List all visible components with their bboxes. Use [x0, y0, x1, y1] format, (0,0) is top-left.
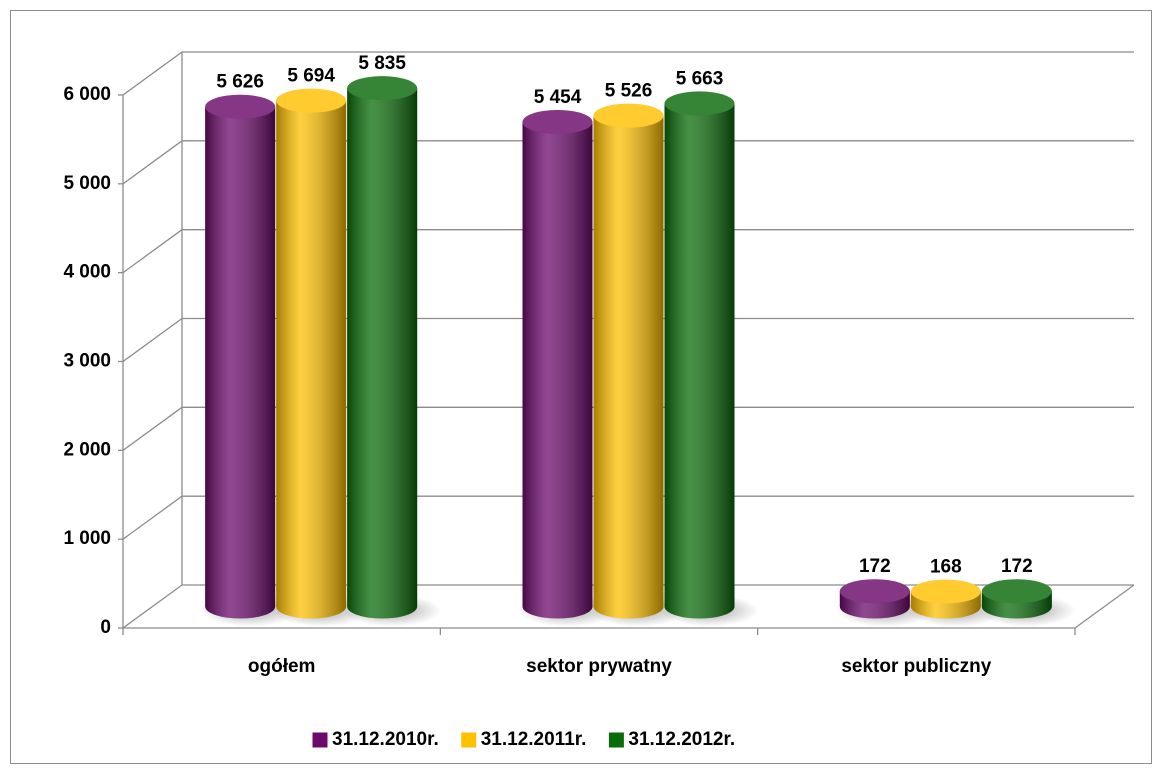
- y-tick-label: 0: [100, 617, 111, 638]
- grid-line: [122, 495, 1134, 540]
- legend-swatch: [460, 731, 478, 749]
- bar-top: [981, 579, 1052, 604]
- bar-top-shine: [839, 579, 910, 604]
- bar-shading: [347, 88, 418, 619]
- bar-top: [205, 94, 276, 119]
- bar-top: [276, 88, 347, 113]
- bar-shading: [205, 106, 276, 619]
- bar-top-shine: [205, 94, 276, 119]
- x-tick-label: sektor publiczny: [841, 656, 991, 677]
- bar-top: [593, 103, 664, 128]
- x-tick-label: ogółem: [248, 656, 316, 677]
- value-label: 5 454: [534, 87, 582, 108]
- grid-line: [122, 51, 1134, 96]
- value-label: 172: [859, 556, 891, 577]
- bar-shading: [522, 122, 593, 619]
- legend-label: 31.12.2010r.: [332, 729, 439, 750]
- bar-shading: [276, 100, 347, 619]
- value-label: 5 526: [605, 81, 653, 102]
- y-tick-label: 3 000: [63, 351, 111, 372]
- bar-top: [910, 579, 981, 604]
- bar-top-shine: [276, 88, 347, 113]
- y-tick-label: 6 000: [63, 84, 111, 105]
- bar-top: [347, 76, 418, 101]
- bar-shading: [593, 115, 664, 619]
- y-tick-label: 2 000: [63, 439, 111, 460]
- value-label: 5 663: [676, 68, 724, 89]
- grid-line: [122, 406, 1134, 451]
- grid-line: [122, 140, 1134, 185]
- bar-top-shine: [522, 110, 593, 135]
- bar-top-shine: [910, 579, 981, 604]
- legend-label: 31.12.2011r.: [481, 729, 587, 750]
- grid-line: [122, 584, 1134, 629]
- value-label: 168: [930, 557, 962, 578]
- value-label: 5 626: [216, 72, 264, 93]
- value-label: 5 835: [358, 53, 406, 74]
- value-label: 5 694: [287, 66, 335, 87]
- bar-top-shine: [981, 579, 1052, 604]
- grid-line: [122, 317, 1134, 363]
- legend-swatch: [607, 731, 625, 749]
- bar-top-shine: [593, 103, 664, 128]
- y-tick-label: 4 000: [63, 262, 111, 283]
- value-label: 172: [1001, 556, 1033, 577]
- bar-top-shine: [664, 91, 735, 116]
- bar-top-shine: [347, 76, 418, 101]
- y-tick-label: 1 000: [63, 528, 111, 549]
- x-tick-label: sektor prywatny: [526, 656, 672, 677]
- bar-top: [522, 110, 593, 135]
- bar-top: [839, 579, 910, 604]
- legend-swatch: [311, 731, 329, 749]
- legend-label: 31.12.2012r.: [628, 729, 735, 750]
- y-tick-label: 5 000: [63, 173, 111, 194]
- bar-top: [664, 91, 735, 116]
- grid-line: [122, 229, 1134, 274]
- bar-shading: [664, 103, 735, 619]
